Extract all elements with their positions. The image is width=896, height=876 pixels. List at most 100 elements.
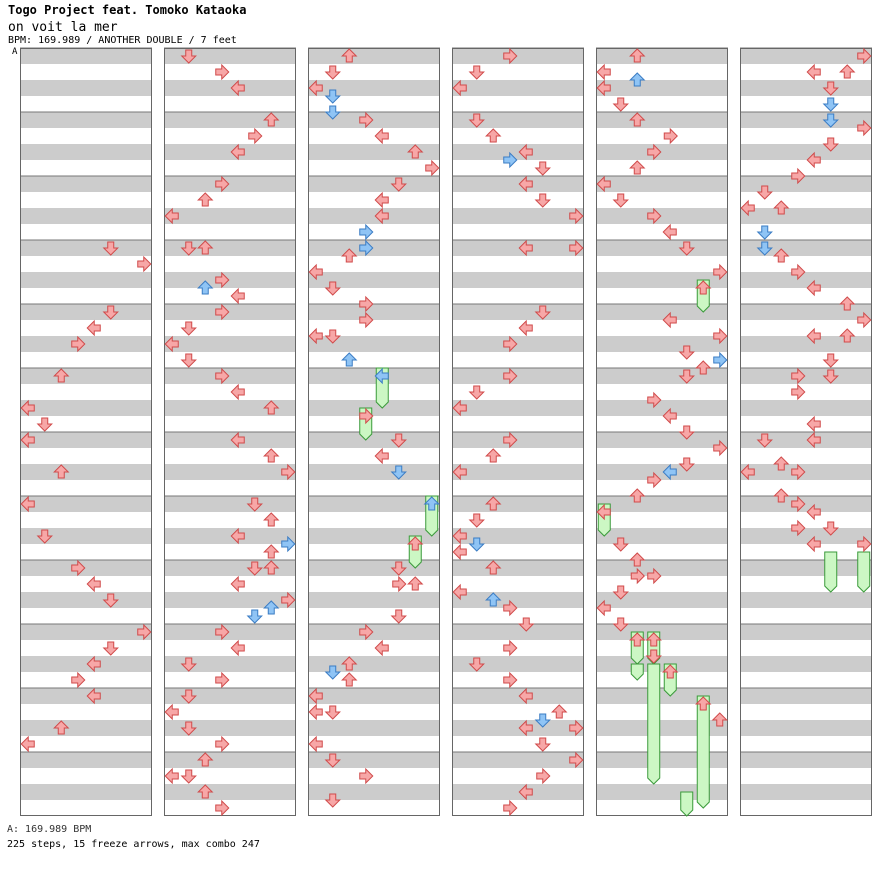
beat-stripe bbox=[596, 496, 728, 512]
section-marker: A bbox=[12, 47, 18, 57]
beat-stripe bbox=[740, 656, 872, 672]
step-arrow-icon bbox=[102, 241, 119, 256]
step-arrow-icon bbox=[791, 263, 806, 281]
beat-stripe bbox=[20, 240, 152, 256]
step-arrow-icon bbox=[596, 63, 611, 81]
step-arrow-icon bbox=[341, 352, 358, 367]
step-arrow-icon bbox=[230, 79, 245, 97]
step-chart bbox=[20, 47, 872, 817]
beat-stripe bbox=[452, 48, 584, 64]
step-arrow-icon bbox=[324, 281, 341, 296]
step-arrow-icon bbox=[180, 721, 197, 736]
step-arrow-icon bbox=[215, 799, 230, 817]
step-arrow-icon bbox=[534, 737, 551, 752]
step-arrow-icon bbox=[281, 463, 296, 481]
step-arrow-icon bbox=[215, 367, 230, 385]
step-arrow-icon bbox=[662, 223, 677, 241]
step-arrow-icon bbox=[678, 369, 695, 384]
beat-stripe bbox=[20, 304, 152, 320]
step-arrow-icon bbox=[663, 127, 678, 145]
step-arrow-icon bbox=[773, 200, 790, 215]
step-arrow-icon bbox=[164, 767, 179, 785]
beat-stripe bbox=[20, 688, 152, 704]
step-arrow-icon bbox=[740, 199, 755, 217]
step-arrow-icon bbox=[756, 225, 773, 240]
beat-stripe bbox=[308, 336, 440, 352]
step-arrow-icon bbox=[263, 448, 280, 463]
step-arrow-icon bbox=[341, 248, 358, 263]
step-arrow-icon bbox=[647, 471, 662, 489]
step-arrow-icon bbox=[308, 79, 323, 97]
beat-stripe bbox=[308, 752, 440, 768]
step-arrow-icon bbox=[215, 63, 230, 81]
step-arrow-icon bbox=[485, 496, 502, 511]
step-arrow-icon bbox=[215, 175, 230, 193]
beat-stripe bbox=[740, 592, 872, 608]
step-arrow-icon bbox=[164, 335, 179, 353]
beat-stripe bbox=[20, 720, 152, 736]
step-arrow-icon bbox=[36, 529, 53, 544]
beat-stripe bbox=[452, 304, 584, 320]
step-arrow-icon bbox=[468, 65, 485, 80]
step-arrow-icon bbox=[713, 263, 728, 281]
step-arrow-icon bbox=[791, 519, 806, 537]
beat-stripe bbox=[308, 464, 440, 480]
step-arrow-icon bbox=[806, 151, 821, 169]
step-arrow-icon bbox=[791, 367, 806, 385]
beat-stripe bbox=[740, 48, 872, 64]
step-arrow-icon bbox=[390, 177, 407, 192]
step-arrow-icon bbox=[20, 431, 35, 449]
step-arrow-icon bbox=[197, 192, 214, 207]
step-arrow-icon bbox=[485, 128, 502, 143]
step-arrow-icon bbox=[452, 399, 467, 417]
step-arrow-icon bbox=[645, 649, 662, 664]
beat-stripe bbox=[20, 272, 152, 288]
beat-stripe bbox=[740, 368, 872, 384]
step-arrow-icon bbox=[806, 279, 821, 297]
step-arrow-icon bbox=[452, 527, 467, 545]
beat-stripe bbox=[20, 176, 152, 192]
beat-stripe bbox=[164, 496, 296, 512]
step-arrow-icon bbox=[534, 161, 551, 176]
beat-stripe bbox=[164, 80, 296, 96]
step-arrow-icon bbox=[263, 600, 280, 615]
step-arrow-icon bbox=[839, 328, 856, 343]
panel-border bbox=[596, 48, 728, 816]
beat-stripe bbox=[452, 656, 584, 672]
step-arrow-icon bbox=[180, 689, 197, 704]
beat-stripe bbox=[740, 80, 872, 96]
step-arrow-icon bbox=[324, 753, 341, 768]
beat-stripe bbox=[20, 560, 152, 576]
beat-stripe bbox=[740, 528, 872, 544]
step-arrow-icon bbox=[374, 191, 389, 209]
beat-stripe bbox=[164, 688, 296, 704]
beat-stripe bbox=[596, 144, 728, 160]
beat-stripe bbox=[20, 528, 152, 544]
step-arrow-icon bbox=[230, 575, 245, 593]
beat-stripe bbox=[452, 432, 584, 448]
beat-stripe bbox=[164, 784, 296, 800]
step-arrow-icon bbox=[86, 319, 101, 337]
step-arrow-icon bbox=[324, 65, 341, 80]
step-arrow-icon bbox=[569, 207, 584, 225]
step-arrow-icon bbox=[503, 47, 518, 65]
step-arrow-icon bbox=[246, 497, 263, 512]
step-arrow-icon bbox=[503, 799, 518, 817]
step-arrow-icon bbox=[569, 719, 584, 737]
beat-stripe bbox=[740, 496, 872, 512]
step-arrow-icon bbox=[102, 305, 119, 320]
beat-stripe bbox=[596, 752, 728, 768]
beat-stripe bbox=[452, 144, 584, 160]
step-arrow-icon bbox=[518, 175, 533, 193]
step-arrow-icon bbox=[806, 327, 821, 345]
step-arrow-icon bbox=[773, 456, 790, 471]
step-arrow-icon bbox=[551, 704, 568, 719]
step-arrow-icon bbox=[695, 696, 712, 711]
beat-stripe bbox=[452, 496, 584, 512]
song-title: on voit la mer bbox=[8, 20, 118, 35]
step-arrow-icon bbox=[53, 368, 70, 383]
step-arrow-icon bbox=[102, 593, 119, 608]
beat-stripe bbox=[20, 112, 152, 128]
beat-stripe bbox=[308, 592, 440, 608]
step-arrow-icon bbox=[281, 591, 296, 609]
